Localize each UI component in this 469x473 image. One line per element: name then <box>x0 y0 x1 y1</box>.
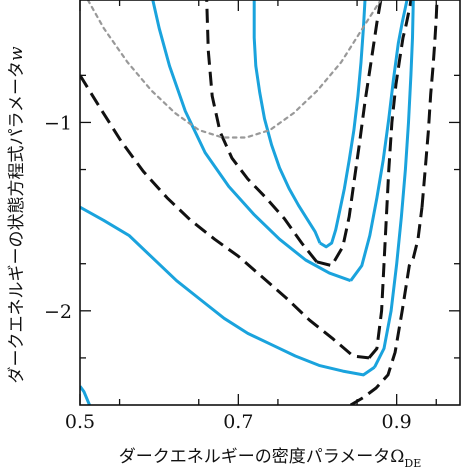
plot-frame <box>79 0 461 406</box>
contour-black-dash-2 <box>205 0 318 263</box>
y-axis-label: ダークエネルギーの状態方程式パラメータw <box>7 46 27 384</box>
contour-black-dash-3 <box>316 0 383 268</box>
contour-blue-solid-8 <box>80 205 376 377</box>
y-tick-label: −1 <box>44 112 72 134</box>
contour-blue-solid-1 <box>319 0 367 249</box>
contour-black-dash-6 <box>80 74 370 360</box>
y-tick-label: −2 <box>44 301 72 323</box>
contour-black-dash-11 <box>420 0 439 208</box>
x-axis-label: ダークエネルギーの密度パラメータΩDE <box>119 447 421 470</box>
contour-blue-solid-5 <box>349 0 409 282</box>
contour-blue-solid-4 <box>151 0 352 283</box>
contour-blue-solid-9 <box>373 0 415 368</box>
tick-layer: 0.5 0.7 0.9 −1 −2 <box>44 0 460 433</box>
x-tick-label: 0.7 <box>223 411 253 433</box>
contour-blue-solid-12 <box>80 385 91 405</box>
contour-black-dash-10 <box>349 207 424 405</box>
x-tick-label: 0.5 <box>65 411 95 433</box>
series-layer <box>80 0 439 405</box>
x-tick-label: 0.9 <box>382 411 412 433</box>
contour-black-dash-7 <box>367 0 413 359</box>
contour-gray-dotted-13 <box>86 0 382 139</box>
contour-blue-solid-0 <box>252 0 322 244</box>
